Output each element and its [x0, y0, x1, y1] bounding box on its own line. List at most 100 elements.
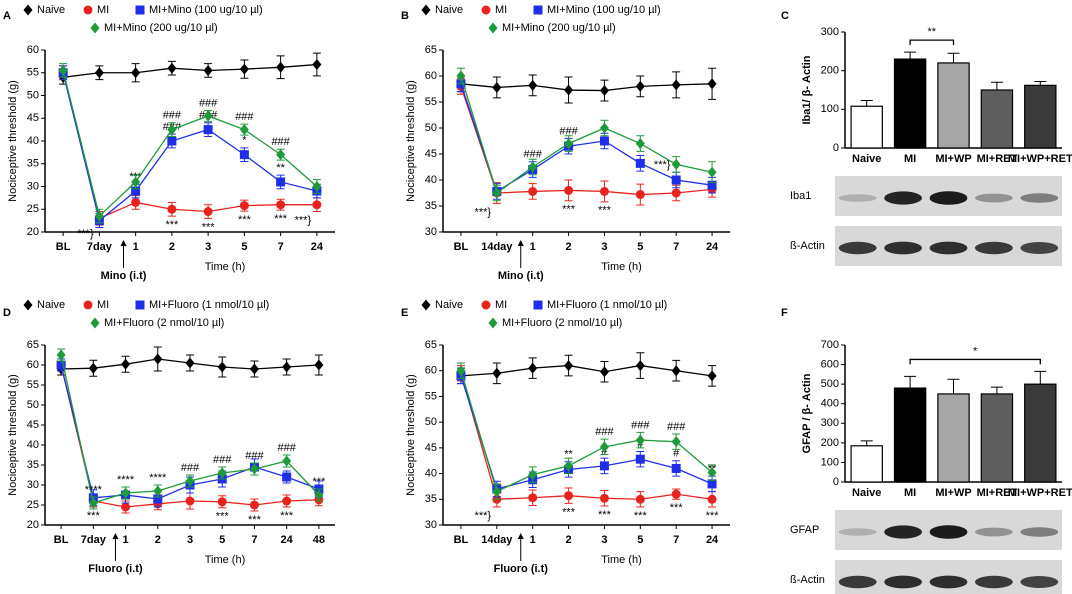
legend-label: MI+Mino (100 ug/10 µl) — [547, 4, 661, 16]
error-bar — [990, 81, 1003, 90]
significance-mark: ### — [277, 442, 296, 454]
marker — [599, 493, 609, 503]
marker — [135, 300, 145, 310]
marker — [456, 70, 466, 82]
marker — [707, 494, 717, 504]
marker — [276, 200, 286, 210]
marker — [56, 349, 66, 361]
series-line — [460, 83, 713, 193]
marker — [533, 300, 543, 310]
y-tick-label: 65 — [425, 339, 437, 351]
y-tick-label: 300 — [821, 417, 839, 429]
x-tick-label: 3 — [187, 534, 193, 546]
x-tick-label: 14day — [481, 241, 513, 253]
legend-label: MI — [495, 4, 507, 16]
significance-label: ** — [928, 26, 937, 38]
marker — [492, 81, 502, 93]
bar — [937, 62, 970, 149]
x-tick-label: MI — [904, 153, 916, 165]
x-tick-label: 1 — [530, 534, 536, 546]
marker — [239, 124, 249, 136]
significance-bracket — [909, 358, 1041, 365]
bar — [1024, 383, 1057, 483]
marker — [131, 197, 141, 207]
marker — [203, 125, 213, 135]
y-tick-label: 55 — [425, 96, 437, 108]
marker — [131, 176, 141, 188]
marker — [185, 475, 195, 487]
marker — [564, 84, 574, 96]
marker — [492, 367, 502, 379]
marker — [635, 360, 645, 372]
y-tick-label: 45 — [27, 419, 39, 431]
marker — [707, 180, 717, 190]
marker — [492, 187, 502, 199]
significance-mark: ### — [271, 136, 290, 148]
y-tick-label: 40 — [425, 174, 437, 186]
panel-letter: B — [401, 10, 409, 22]
x-tick-label: 2 — [566, 534, 572, 546]
x-tick-label: 1 — [122, 534, 128, 546]
legend-label: MI — [97, 4, 109, 16]
marker — [564, 460, 574, 472]
error-bar — [904, 51, 917, 60]
marker — [671, 436, 681, 448]
marker — [282, 472, 292, 482]
marker — [282, 361, 292, 373]
series-line — [460, 373, 713, 500]
significance-mark: **** — [85, 484, 103, 496]
marker — [121, 487, 131, 499]
significance-mark: ***} — [475, 206, 492, 218]
blot-band — [929, 191, 968, 205]
error-bar — [860, 99, 873, 107]
significance-mark: ### — [559, 125, 578, 137]
marker — [88, 362, 98, 374]
x-tick-label: 7day — [87, 241, 113, 253]
y-tick-label: 50 — [27, 399, 39, 411]
significance-mark: ### — [163, 110, 182, 122]
panel-letter: C — [781, 10, 789, 22]
significance-mark: *** — [562, 204, 576, 216]
significance-mark: *** — [274, 213, 288, 225]
blot-band — [929, 525, 968, 539]
marker — [282, 455, 292, 467]
significance-mark: ### — [631, 419, 650, 431]
marker — [203, 110, 213, 122]
significance-mark: *** — [562, 506, 576, 518]
y-tick-label: 200 — [821, 437, 839, 449]
y-tick-label: 50 — [27, 89, 39, 101]
series-line — [460, 83, 713, 92]
series-line — [62, 72, 318, 222]
y-tick-label: 25 — [27, 203, 39, 215]
marker — [23, 4, 33, 16]
y-tick-label: 60 — [27, 359, 39, 371]
legend-label: MI+Mino (200 ug/10 µl) — [104, 22, 218, 34]
y-tick-label: 30 — [27, 479, 39, 491]
marker — [88, 497, 98, 509]
marker — [314, 359, 324, 371]
y-tick-label: 65 — [27, 339, 39, 351]
marker — [83, 300, 93, 310]
series-line — [62, 70, 318, 218]
significance-mark: ### — [181, 462, 200, 474]
x-tick-label: 1 — [530, 241, 536, 253]
significance-mark: *** — [634, 510, 648, 522]
significance-mark: *** — [280, 510, 294, 522]
marker — [533, 5, 543, 15]
significance-mark: ** — [276, 162, 285, 174]
legend-label: MI+Fluoro (2 nmol/10 µl) — [502, 317, 622, 329]
marker — [599, 461, 609, 471]
x-tick-label: MI+RET — [977, 153, 1018, 165]
blot-band — [884, 191, 923, 205]
y-tick-label: 20 — [27, 519, 39, 531]
significance-mark: *** — [238, 214, 252, 226]
marker — [707, 370, 717, 382]
marker — [599, 122, 609, 134]
y-axis-label: Iba1/ β- Actin — [801, 55, 813, 124]
marker — [528, 161, 538, 173]
y-tick-label: 55 — [27, 379, 39, 391]
marker — [421, 4, 431, 16]
marker — [314, 489, 324, 501]
marker — [249, 363, 259, 375]
significance-mark: ### — [667, 421, 686, 433]
